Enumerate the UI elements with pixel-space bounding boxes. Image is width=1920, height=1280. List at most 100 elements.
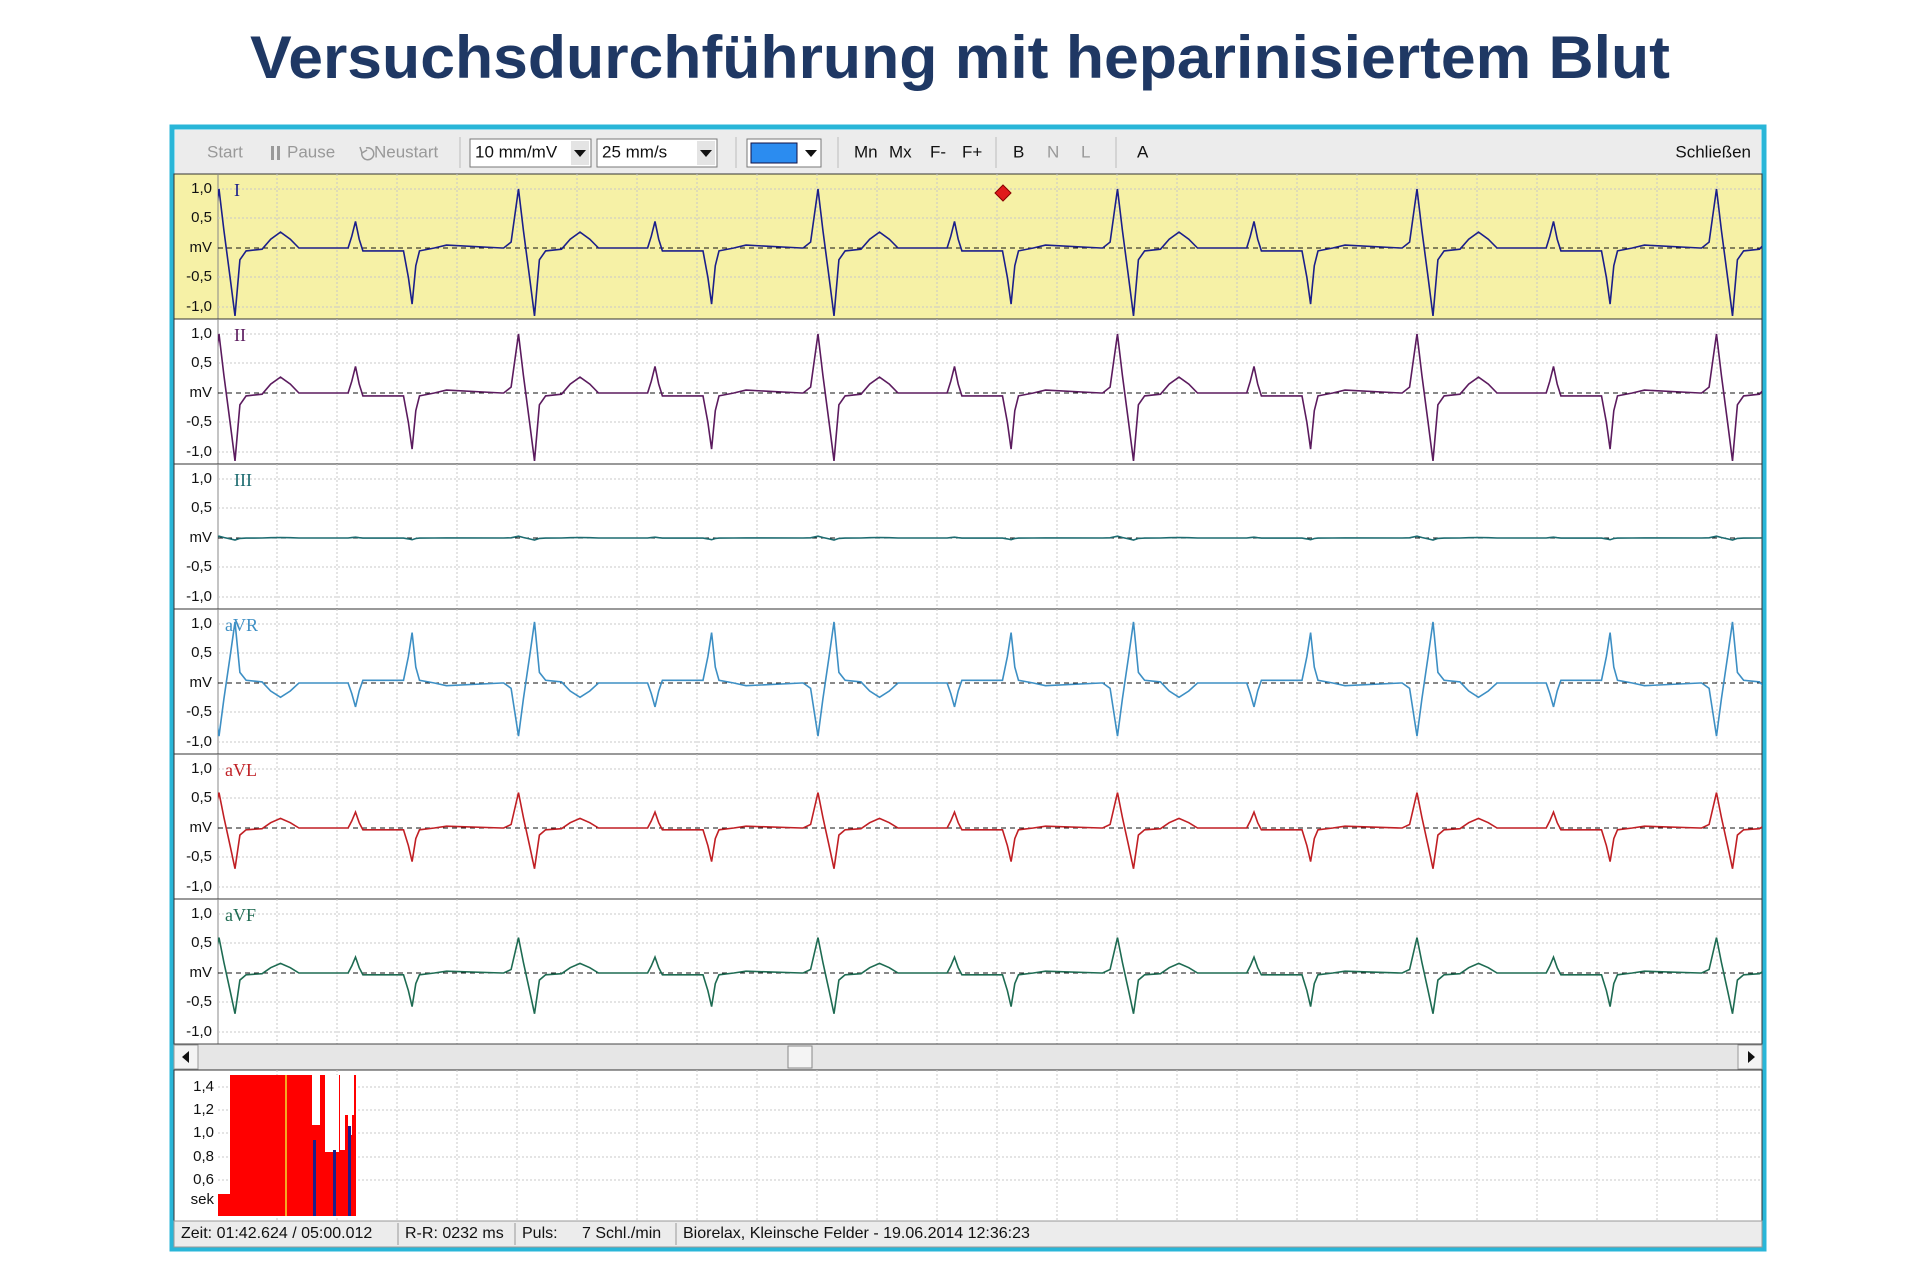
y-tick-label: mV: [190, 529, 213, 546]
lead-clip: [218, 333, 1762, 462]
y-tick-label: -1,0: [186, 443, 212, 460]
lead-clip: [218, 621, 1762, 737]
f-plus-button[interactable]: F+: [962, 142, 982, 161]
histogram-bar: [348, 1126, 351, 1216]
y-tick-label: sek: [191, 1191, 215, 1208]
pause-icon: [271, 146, 274, 160]
marker: [994, 184, 1012, 202]
histogram-area: [173, 1069, 1763, 1222]
lead-name: aVF: [225, 905, 256, 925]
lead-name: aVL: [225, 760, 257, 780]
y-tick-label: -1,0: [186, 298, 212, 315]
ecg-trace: [218, 621, 1762, 737]
l-button[interactable]: L: [1081, 142, 1090, 161]
y-tick-label: 1,0: [191, 905, 212, 922]
rr-histogram: 1,4 1,2 1,0 0,8 0,6 sek: [173, 1069, 1763, 1222]
start-button[interactable]: Start: [207, 142, 243, 161]
ecg-trace: [218, 792, 1762, 869]
y-tick-label: 0,5: [191, 644, 212, 661]
lead-clip: [218, 792, 1762, 869]
y-tick-label: 1,0: [191, 615, 212, 632]
ecg-trace: [218, 535, 1762, 541]
toolbar: [175, 130, 1761, 174]
pause-icon: [277, 146, 280, 160]
lead-clip: [218, 937, 1762, 1014]
y-tick-label: 0,5: [191, 354, 212, 371]
y-tick-label: 0,5: [191, 209, 212, 226]
y-tick-label: -1,0: [186, 1023, 212, 1040]
status-pulse-label: Puls:: [522, 1225, 558, 1242]
y-tick-label: 0,5: [191, 499, 212, 516]
dropdown-arrow: [700, 150, 712, 157]
y-tick-label: 1,0: [193, 1124, 214, 1141]
y-tick-label: -0,5: [186, 703, 212, 720]
y-tick-label: mV: [190, 674, 213, 691]
restart-icon: [359, 146, 375, 161]
histogram-gap: [325, 1075, 339, 1152]
y-tick-label: -1,0: [186, 878, 212, 895]
y-tick-label: -1,0: [186, 733, 212, 750]
lead-panel: [173, 608, 1763, 755]
y-tick-label: mV: [190, 819, 213, 836]
pause-button[interactable]: Pause: [287, 142, 335, 161]
b-button[interactable]: B: [1013, 142, 1024, 161]
restart-button[interactable]: Neustart: [374, 142, 439, 161]
lead-panel: [173, 898, 1763, 1045]
y-tick-label: 0,6: [193, 1171, 214, 1188]
y-tick-label: 1,2: [193, 1101, 214, 1118]
histogram-gap: [340, 1075, 345, 1150]
status-info: Biorelax, Kleinsche Felder - 19.06.2014 …: [683, 1225, 1030, 1242]
histogram-bar: [313, 1140, 316, 1216]
lead-name: aVR: [225, 615, 258, 635]
f-minus-button[interactable]: F-: [930, 142, 946, 161]
y-tick-label: -0,5: [186, 268, 212, 285]
status-pulse: 7 Schl./min: [582, 1225, 661, 1242]
mn-button[interactable]: Mn: [854, 142, 878, 161]
ecg-trace: [218, 937, 1762, 1014]
mx-button[interactable]: Mx: [889, 142, 912, 161]
y-tick-label: mV: [190, 239, 213, 256]
scrollbar[interactable]: [173, 1043, 1763, 1071]
close-button[interactable]: Schließen: [1675, 142, 1751, 161]
y-tick-label: -0,5: [186, 558, 212, 575]
histogram-gap: [348, 1075, 352, 1135]
lead-name: I: [234, 180, 240, 200]
y-tick-label: -1,0: [186, 588, 212, 605]
y-tick-label: -0,5: [186, 413, 212, 430]
y-tick-label: 1,4: [193, 1078, 214, 1095]
dropdown-arrow: [805, 150, 817, 157]
y-tick-label: 1,0: [191, 760, 212, 777]
n-button[interactable]: N: [1047, 142, 1059, 161]
y-tick-label: -0,5: [186, 848, 212, 865]
ecg-trace: [218, 333, 1762, 462]
status-bar: [173, 1220, 1763, 1248]
y-tick-label: 0,5: [191, 934, 212, 951]
y-tick-label: 0,5: [191, 789, 212, 806]
lead-clip: [218, 535, 1762, 541]
lead-name: II: [234, 325, 246, 345]
color-swatch: [750, 142, 798, 164]
scroll-thumb[interactable]: [787, 1045, 813, 1069]
y-tick-label: mV: [190, 964, 213, 981]
sensitivity-value: 10 mm/mV: [475, 142, 558, 161]
histogram-block: [218, 1194, 230, 1216]
y-tick-label: 1,0: [191, 325, 212, 342]
lead-panel: [173, 463, 1763, 610]
ecg-trace: [218, 188, 1762, 317]
lead-panel: [173, 753, 1763, 900]
y-tick-label: 1,0: [191, 180, 212, 197]
y-tick-label: -0,5: [186, 993, 212, 1010]
ecg-panels: 1,0 0,5 mV -0,5 -1,0 I 1,0 0,5 mV -0,5 -1,0 II 1,0 0,…: [173, 173, 1763, 1045]
dropdown-arrow: [574, 150, 586, 157]
speed-value: 25 mm/s: [602, 142, 667, 161]
arrow-icon: [1748, 1051, 1755, 1063]
histogram-gap: [312, 1075, 320, 1125]
lead-name: III: [234, 470, 252, 490]
lead-clip: [218, 188, 1762, 317]
arrow-icon: [182, 1051, 189, 1063]
a-button[interactable]: A: [1137, 142, 1149, 161]
y-tick-label: 0,8: [193, 1148, 214, 1165]
y-tick-label: 1,0: [191, 470, 212, 487]
status-rr: R-R: 0232 ms: [405, 1225, 504, 1242]
sensitivity-dropdown[interactable]: [469, 138, 592, 168]
